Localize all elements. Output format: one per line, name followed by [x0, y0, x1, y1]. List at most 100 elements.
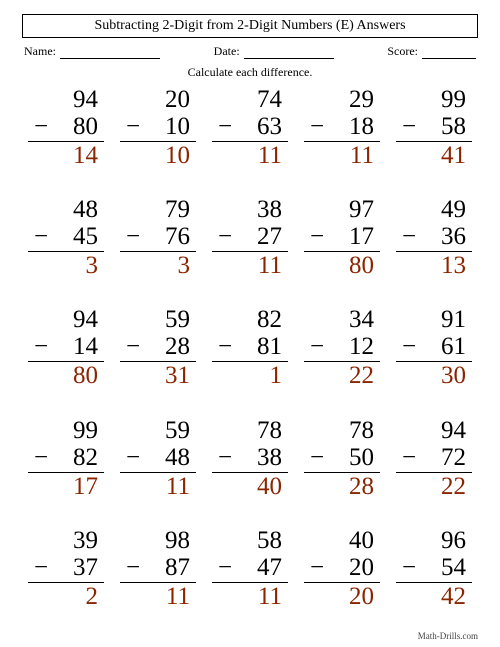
- minus-sign: −: [402, 554, 416, 581]
- subtrahend: 27: [257, 223, 282, 250]
- minuend: 94: [26, 306, 106, 333]
- subtrahend-row: −18: [302, 113, 382, 140]
- minuend: 59: [118, 306, 198, 333]
- subtraction-problem: 98−8711: [118, 527, 198, 629]
- minus-sign: −: [34, 333, 48, 360]
- subtraction-problem: 94−1480: [26, 306, 106, 408]
- name-field: Name:: [24, 44, 160, 59]
- minuend: 49: [394, 196, 474, 223]
- date-blank[interactable]: [244, 46, 334, 59]
- subtrahend: 10: [165, 113, 190, 140]
- answer: 11: [118, 473, 198, 500]
- subtrahend-row: −81: [210, 333, 290, 360]
- score-blank[interactable]: [422, 46, 476, 59]
- minuend: 91: [394, 306, 474, 333]
- subtrahend: 76: [165, 223, 190, 250]
- minuend: 34: [302, 306, 382, 333]
- subtrahend-row: −50: [302, 444, 382, 471]
- answer: 22: [394, 473, 474, 500]
- subtrahend: 48: [165, 444, 190, 471]
- answer: 40: [210, 473, 290, 500]
- subtrahend: 45: [73, 223, 98, 250]
- answer: 22: [302, 362, 382, 389]
- minuend: 79: [118, 196, 198, 223]
- subtraction-problem: 39−372: [26, 527, 106, 629]
- subtrahend-row: −12: [302, 333, 382, 360]
- subtraction-problem: 96−5442: [394, 527, 474, 629]
- subtraction-problem: 20−1010: [118, 86, 198, 188]
- minus-sign: −: [310, 113, 324, 140]
- minuend: 78: [210, 417, 290, 444]
- minus-sign: −: [218, 113, 232, 140]
- answer: 13: [394, 252, 474, 279]
- subtraction-problem: 79−763: [118, 196, 198, 298]
- answer: 80: [26, 362, 106, 389]
- subtrahend-row: −63: [210, 113, 290, 140]
- worksheet-page: Subtracting 2-Digit from 2-Digit Numbers…: [0, 0, 500, 647]
- subtrahend-row: −58: [394, 113, 474, 140]
- subtrahend-row: −38: [210, 444, 290, 471]
- subtrahend-row: −27: [210, 223, 290, 250]
- score-field: Score:: [387, 44, 476, 59]
- subtrahend: 17: [349, 223, 374, 250]
- name-label: Name:: [24, 44, 56, 59]
- minuend: 29: [302, 86, 382, 113]
- subtrahend-row: −76: [118, 223, 198, 250]
- minuend: 94: [26, 86, 106, 113]
- answer: 31: [118, 362, 198, 389]
- answer: 3: [118, 252, 198, 279]
- subtrahend-row: −14: [26, 333, 106, 360]
- minus-sign: −: [34, 223, 48, 250]
- minus-sign: −: [218, 444, 232, 471]
- minus-sign: −: [126, 333, 140, 360]
- minuend: 82: [210, 306, 290, 333]
- minuend: 74: [210, 86, 290, 113]
- answer: 41: [394, 142, 474, 169]
- subtrahend: 36: [441, 223, 466, 250]
- problems-grid: 94−801420−101074−631129−181199−584148−45…: [22, 86, 478, 629]
- answer: 10: [118, 142, 198, 169]
- subtrahend: 54: [441, 554, 466, 581]
- minuend: 97: [302, 196, 382, 223]
- answer: 11: [118, 583, 198, 610]
- subtrahend: 47: [257, 554, 282, 581]
- minuend: 99: [394, 86, 474, 113]
- subtraction-problem: 99−5841: [394, 86, 474, 188]
- minus-sign: −: [402, 444, 416, 471]
- minus-sign: −: [402, 113, 416, 140]
- score-label: Score:: [387, 44, 418, 59]
- subtrahend: 12: [349, 333, 374, 360]
- minuend: 59: [118, 417, 198, 444]
- subtraction-problem: 34−1222: [302, 306, 382, 408]
- subtrahend: 37: [73, 554, 98, 581]
- answer: 20: [302, 583, 382, 610]
- subtraction-problem: 59−4811: [118, 417, 198, 519]
- minus-sign: −: [34, 444, 48, 471]
- name-blank[interactable]: [60, 46, 160, 59]
- minus-sign: −: [218, 223, 232, 250]
- subtrahend-row: −80: [26, 113, 106, 140]
- minuend: 38: [210, 196, 290, 223]
- minus-sign: −: [126, 554, 140, 581]
- subtraction-problem: 78−5028: [302, 417, 382, 519]
- subtrahend-row: −82: [26, 444, 106, 471]
- minus-sign: −: [126, 444, 140, 471]
- subtraction-problem: 40−2020: [302, 527, 382, 629]
- minus-sign: −: [310, 223, 324, 250]
- minus-sign: −: [310, 554, 324, 581]
- subtrahend-row: −87: [118, 554, 198, 581]
- subtraction-problem: 38−2711: [210, 196, 290, 298]
- subtrahend: 28: [165, 333, 190, 360]
- minuend: 96: [394, 527, 474, 554]
- minus-sign: −: [126, 223, 140, 250]
- answer: 30: [394, 362, 474, 389]
- minus-sign: −: [126, 113, 140, 140]
- subtrahend-row: −47: [210, 554, 290, 581]
- minus-sign: −: [218, 554, 232, 581]
- subtrahend: 63: [257, 113, 282, 140]
- subtrahend-row: −36: [394, 223, 474, 250]
- subtrahend: 18: [349, 113, 374, 140]
- subtrahend: 38: [257, 444, 282, 471]
- subtrahend-row: −20: [302, 554, 382, 581]
- subtraction-problem: 74−6311: [210, 86, 290, 188]
